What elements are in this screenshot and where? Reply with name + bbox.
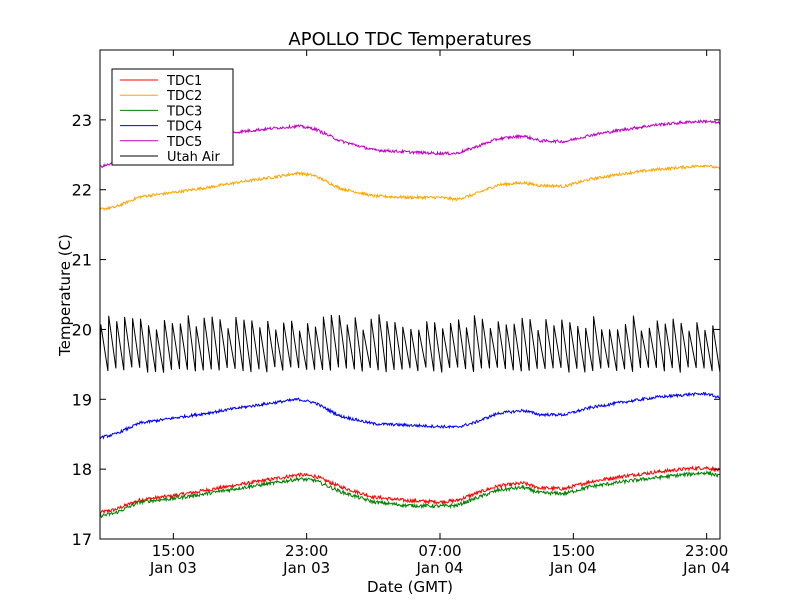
legend-label: TDC2 [166,89,202,104]
series-line-tdc2 [100,164,720,212]
y-axis-label: Temperature (C) [56,234,74,357]
y-axis: 17 18 19 20 21 22 23 [72,111,720,549]
x-tick-date-label: Jan 04 [416,559,464,577]
plot-frame [99,49,721,540]
x-tick-date-label: Jan 04 [549,559,597,577]
series-line-tdc1 [100,465,720,515]
y-tick-label: 20 [72,320,92,339]
legend-label: TDC3 [166,104,202,119]
legend-label: TDC4 [166,120,202,135]
series-line-tdc3 [100,470,720,519]
legend-label: TDC5 [166,135,202,150]
x-tick-time-label: 15:00 [552,542,595,560]
y-tick-label: 18 [72,460,92,479]
legend-label: TDC1 [166,74,202,89]
series-line-utah-air [100,314,720,373]
x-tick-time-label: 23:00 [285,542,328,560]
y-tick-label: 19 [72,390,92,409]
x-tick-date-label: Jan 03 [282,559,330,577]
x-tick-time-label: 07:00 [418,542,461,560]
series-line-tdc4 [100,391,720,440]
series-layer [100,119,720,519]
y-tick-label: 21 [72,251,92,270]
x-tick-date-label: Jan 03 [149,559,197,577]
y-tick-label: 22 [72,181,92,200]
x-axis-label: Date (GMT) [367,578,453,596]
x-tick-date-label: Jan 04 [682,559,730,577]
x-tick-time-label: 23:00 [685,542,728,560]
legend-label: Utah Air [167,150,220,165]
legend-box [111,68,234,166]
y-tick-label: 17 [72,530,92,549]
x-tick-time-label: 15:00 [152,542,195,560]
y-tick-label: 23 [72,111,92,130]
chart-title: APOLLO TDC Temperatures [288,29,531,50]
